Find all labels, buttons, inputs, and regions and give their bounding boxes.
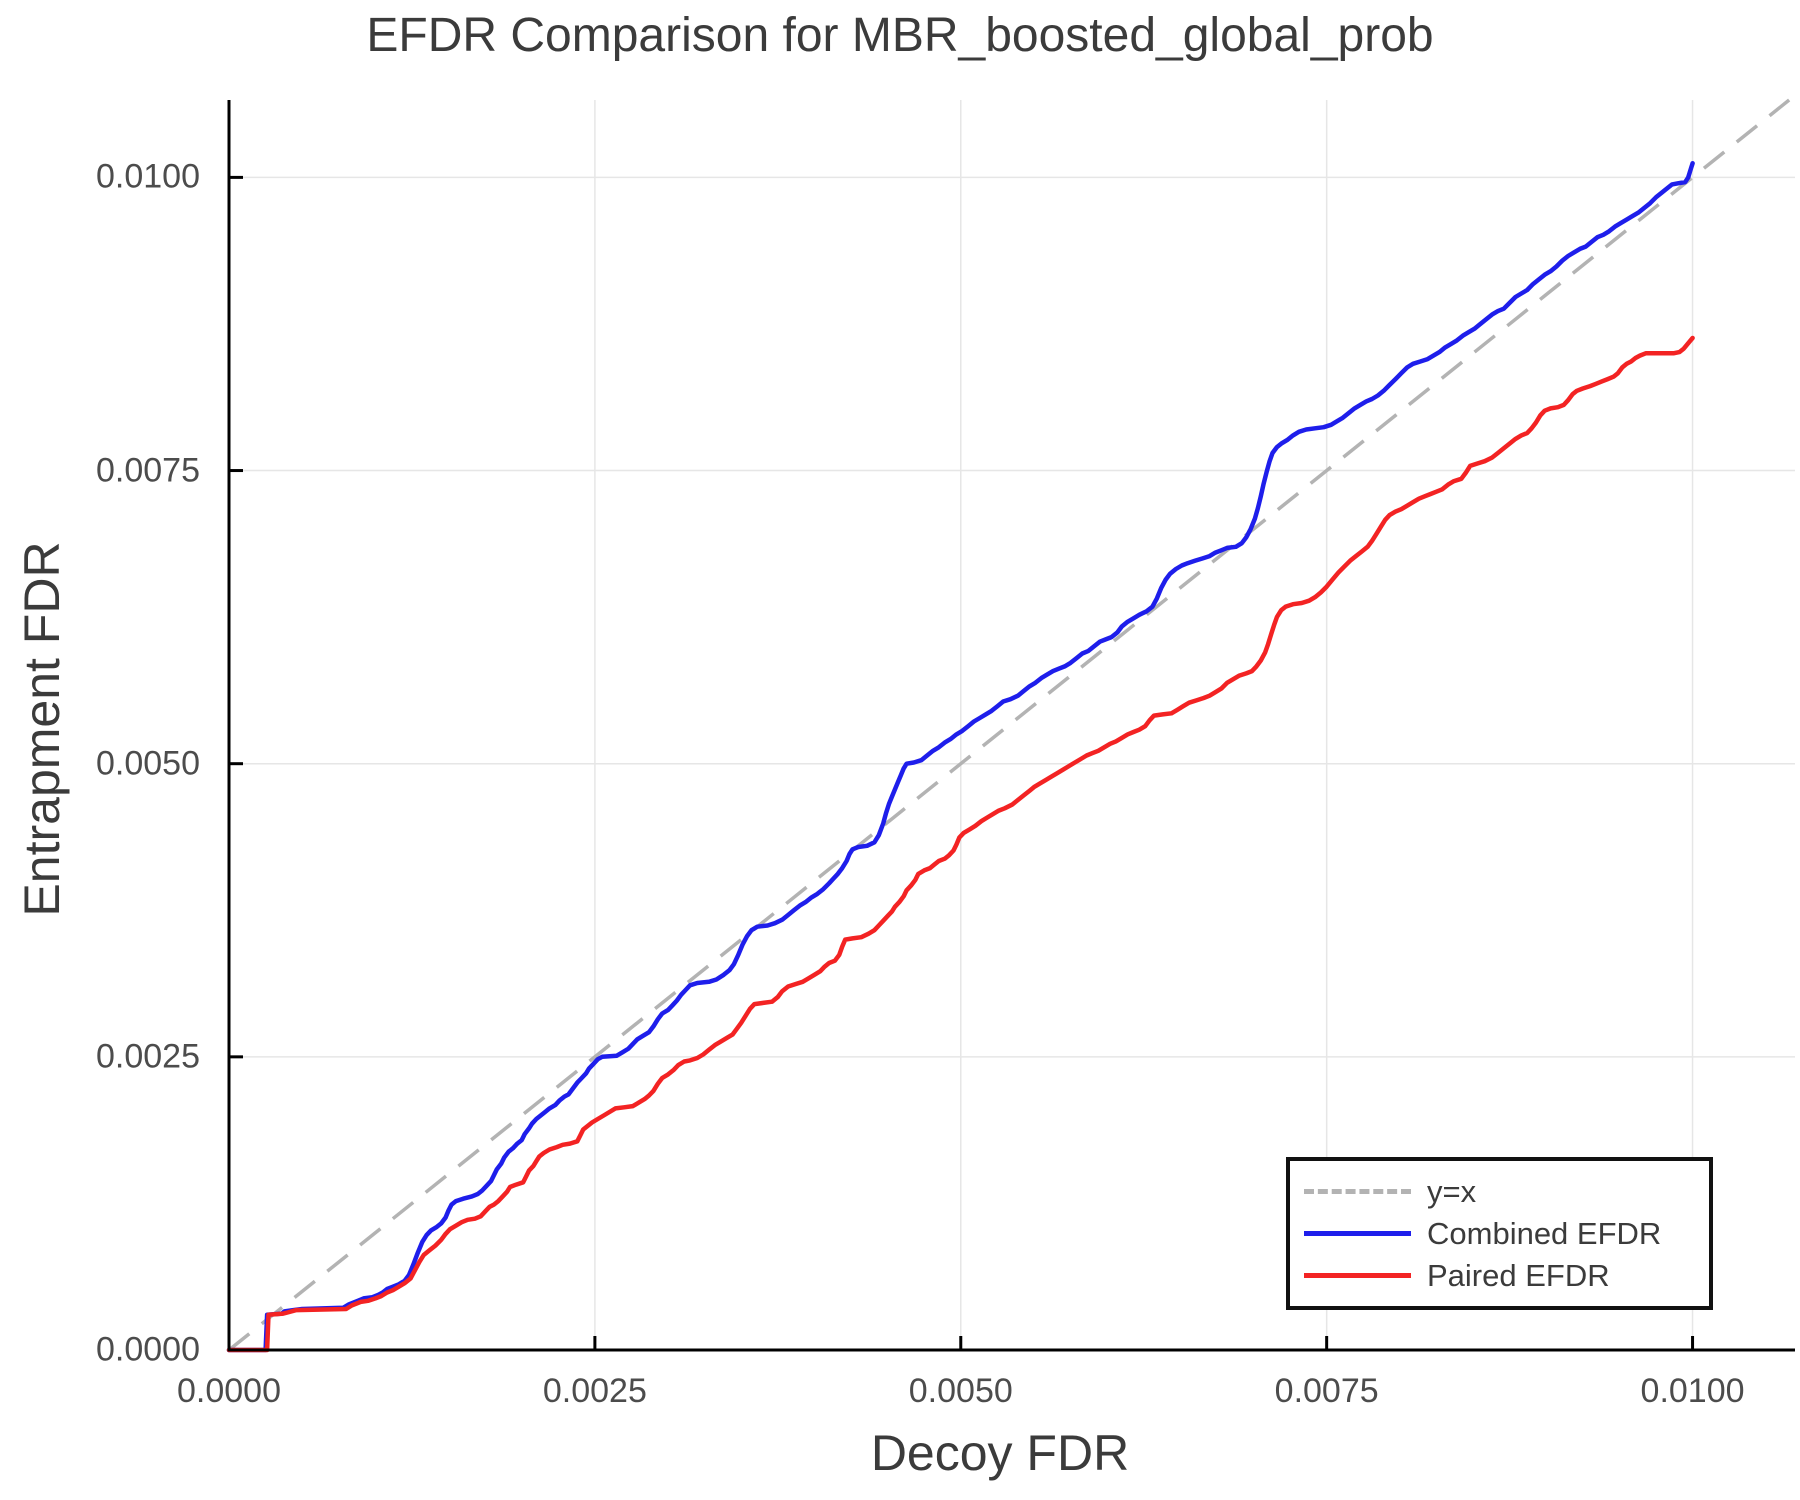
legend-label: y=x bbox=[1427, 1174, 1477, 1209]
legend-entry-paired-efdr: Paired EFDR bbox=[1290, 1257, 1709, 1295]
chart-title: EFDR Comparison for MBR_boosted_global_p… bbox=[366, 9, 1434, 62]
x-tick-label: 0.0100 bbox=[1640, 1372, 1745, 1410]
x-axis-label: Decoy FDR bbox=[870, 1425, 1130, 1481]
combined-efdr-line bbox=[226, 161, 1695, 1353]
x-tick-label: 0.0025 bbox=[542, 1372, 647, 1410]
x-tick-label: 0.0075 bbox=[1274, 1372, 1379, 1410]
x-tick-label: 0.0000 bbox=[177, 1372, 281, 1410]
line-swatch-icon bbox=[1304, 1273, 1411, 1278]
y-tick-label: 0.0100 bbox=[96, 157, 200, 196]
y-tick-label: 0.0075 bbox=[96, 451, 200, 490]
paired-efdr-line bbox=[226, 335, 1695, 1353]
legend-label: Combined EFDR bbox=[1427, 1216, 1662, 1251]
legend-entry-y-x: y=x bbox=[1290, 1173, 1709, 1211]
y-tick-label: 0.0050 bbox=[96, 744, 200, 783]
legend-entry-combined-efdr: Combined EFDR bbox=[1290, 1215, 1709, 1253]
y-tick-label: 0.0000 bbox=[96, 1330, 200, 1369]
line-swatch-icon bbox=[1304, 1231, 1411, 1236]
x-tick-label: 0.0050 bbox=[908, 1372, 1013, 1410]
dashed-line-swatch-icon bbox=[1304, 1189, 1411, 1194]
y-tick-label: 0.0025 bbox=[96, 1037, 200, 1076]
legend: y=x Combined EFDR Paired EFDR bbox=[1286, 1157, 1713, 1310]
y-axis-label: Entrapment FDR bbox=[14, 541, 70, 917]
legend-label: Paired EFDR bbox=[1427, 1258, 1610, 1293]
